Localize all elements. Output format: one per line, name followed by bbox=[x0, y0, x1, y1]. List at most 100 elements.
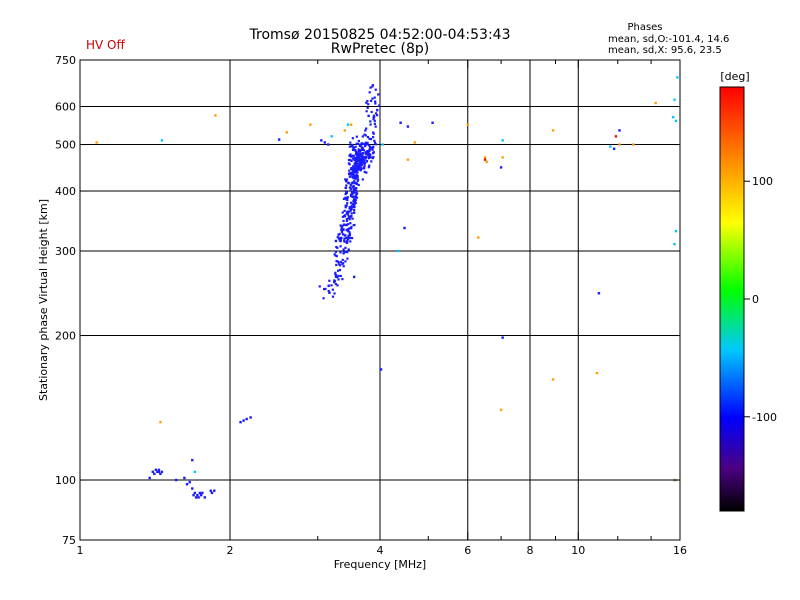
trace-point bbox=[342, 233, 345, 236]
trace-point bbox=[344, 204, 347, 207]
trace-point bbox=[373, 96, 376, 99]
trace-point bbox=[367, 151, 370, 155]
trace-point bbox=[354, 166, 357, 169]
data-point-blue bbox=[399, 121, 402, 124]
trace-point bbox=[334, 250, 338, 254]
data-point-orange bbox=[501, 156, 504, 159]
trace-point bbox=[335, 255, 338, 258]
trace-point bbox=[352, 154, 355, 157]
data-point-cyan bbox=[671, 116, 675, 119]
trace-point bbox=[349, 193, 353, 196]
trace-point bbox=[369, 145, 372, 149]
x-tick-label: 1 bbox=[77, 544, 84, 557]
trace-point bbox=[355, 163, 358, 166]
data-point-orange bbox=[466, 123, 469, 126]
data-point-cyan bbox=[396, 249, 400, 253]
trace-point bbox=[344, 206, 347, 209]
trace-point bbox=[348, 218, 351, 221]
trace-point bbox=[345, 184, 348, 187]
trace-point bbox=[343, 237, 346, 240]
x-axis-label: Frequency [MHz] bbox=[334, 558, 426, 571]
trace-point bbox=[340, 225, 343, 228]
trace-point bbox=[349, 240, 352, 243]
data-point-orange bbox=[499, 408, 503, 412]
trace-point bbox=[349, 153, 352, 156]
trace-point bbox=[328, 291, 331, 294]
trace-point bbox=[346, 210, 350, 213]
trace-point bbox=[350, 236, 354, 240]
trace-point bbox=[355, 187, 358, 190]
trace-point bbox=[374, 112, 378, 115]
trace-point bbox=[373, 139, 376, 142]
trace-point bbox=[352, 171, 355, 174]
trace-point bbox=[351, 165, 355, 168]
trace-point bbox=[340, 236, 343, 240]
trace-point bbox=[350, 207, 353, 211]
trace-point bbox=[356, 167, 359, 170]
data-point-blue bbox=[242, 419, 245, 422]
trace-point bbox=[352, 200, 355, 203]
trace-point bbox=[355, 142, 358, 145]
trace-point bbox=[345, 212, 348, 215]
data-point-cyan bbox=[673, 242, 676, 246]
trace-point bbox=[342, 219, 345, 223]
trace-point bbox=[353, 162, 356, 165]
trace-point bbox=[345, 228, 349, 231]
trace-point bbox=[359, 167, 362, 170]
trace-point bbox=[354, 201, 357, 205]
trace-point bbox=[331, 288, 334, 291]
trace-point bbox=[355, 170, 358, 174]
chart-subtitle: RwPretec (8p) bbox=[331, 41, 429, 57]
axis-ticks: 1 2 4 6 8 10 16 75 100 200 300 400 500 600 750 bbox=[55, 54, 687, 557]
trace-point bbox=[349, 183, 352, 187]
trace-point bbox=[372, 131, 375, 134]
trace-point bbox=[322, 297, 325, 300]
data-point-blue bbox=[157, 470, 161, 474]
trace-point bbox=[353, 206, 356, 209]
trace-point bbox=[360, 161, 363, 164]
colorbar-ticks: 100 0 -100 bbox=[744, 175, 777, 424]
data-point-blue bbox=[156, 470, 159, 474]
trace-point bbox=[363, 159, 366, 162]
x-tick-label: 8 bbox=[527, 544, 534, 557]
trace-point bbox=[328, 279, 331, 282]
data-point-red bbox=[483, 158, 487, 161]
trace-point bbox=[347, 228, 350, 231]
data-point-blue bbox=[198, 491, 202, 495]
trace-point bbox=[352, 185, 355, 188]
trace-point bbox=[355, 151, 359, 154]
colorbar-tick-label: 100 bbox=[752, 175, 773, 188]
y-tick-label: 750 bbox=[55, 54, 76, 67]
data-point-orange bbox=[406, 158, 410, 161]
trace-point bbox=[351, 167, 354, 171]
trace-point bbox=[350, 159, 353, 163]
data-point-orange bbox=[159, 420, 162, 424]
trace-point bbox=[353, 180, 356, 183]
trace-point bbox=[341, 258, 344, 262]
trace-point bbox=[352, 187, 355, 190]
data-point-cyan bbox=[674, 229, 678, 233]
trace-point bbox=[369, 123, 372, 126]
data-point-blue bbox=[327, 143, 330, 146]
trace-point bbox=[360, 142, 363, 145]
trace-point bbox=[352, 190, 355, 194]
trace-point bbox=[342, 248, 345, 251]
trace-point bbox=[362, 149, 366, 152]
trace-point bbox=[364, 152, 367, 155]
trace-point bbox=[372, 116, 375, 119]
trace-point bbox=[351, 195, 355, 199]
trace-point bbox=[351, 217, 354, 220]
trace-point bbox=[348, 172, 351, 175]
trace-point bbox=[368, 164, 371, 167]
trace-point bbox=[337, 278, 340, 281]
data-point-orange bbox=[349, 123, 353, 126]
trace-point bbox=[345, 217, 348, 221]
trace-point bbox=[334, 275, 338, 278]
trace-point bbox=[347, 215, 350, 218]
trace-point bbox=[352, 157, 355, 160]
trace-point bbox=[342, 223, 345, 227]
trace-point bbox=[350, 182, 354, 185]
data-point-cyan bbox=[346, 123, 350, 126]
trace-point bbox=[349, 222, 352, 225]
trace-point bbox=[344, 196, 347, 199]
